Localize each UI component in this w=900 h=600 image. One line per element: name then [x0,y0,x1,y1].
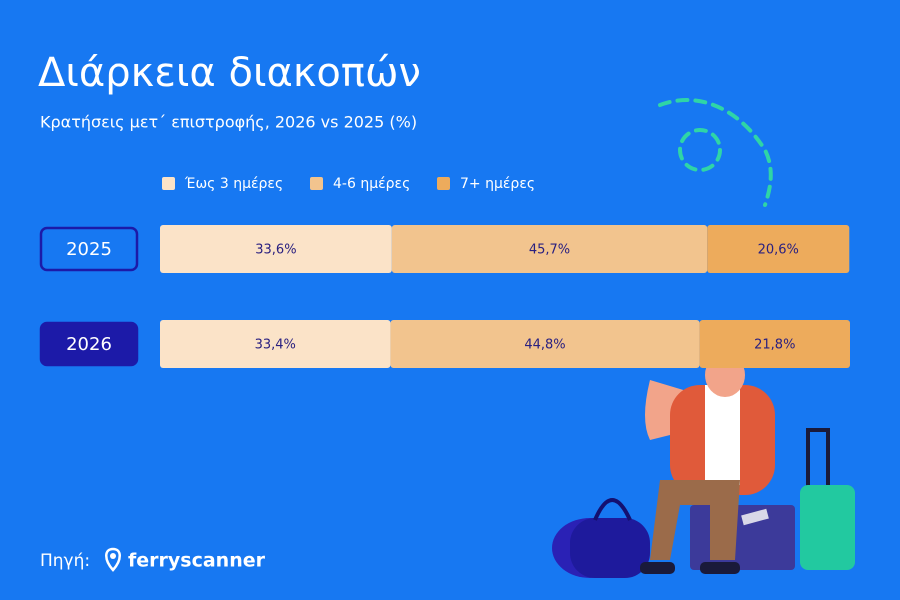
legend-swatch [437,177,450,190]
y-tick-label: 2025 [66,239,112,260]
decoration [658,98,773,207]
legend-label: 7+ ημέρες [460,176,535,192]
chart-title: Διάρκεια διακοπών [38,50,421,96]
legend-swatch [310,177,323,190]
legend-label: Έως 3 ημέρες [184,176,283,192]
category-box [39,321,139,367]
source-label: Πηγή: [40,551,90,571]
legend-label: 4-6 ημέρες [333,176,410,192]
data-label: 20,6% [758,243,799,258]
chart-subtitle: Κρατήσεις μετ΄ επιστροφής, 2026 vs 2025 … [40,113,417,132]
legend-swatch [162,177,175,190]
logo-icon [110,553,116,559]
source-name: ferryscanner [128,550,266,572]
data-label: 33,6% [255,243,296,258]
data-label: 44,8% [524,338,565,353]
bar-segment [160,320,391,368]
bar-segment [699,320,850,368]
y-tick-label: 2026 [66,334,112,355]
bar-segment [391,225,708,273]
source: Πηγή: ferryscanner [40,547,266,572]
data-label: 21,8% [754,338,795,353]
category-box [39,226,139,272]
bar-segment [160,225,392,273]
data-label: 45,7% [529,243,570,258]
bar-segment [390,320,700,368]
bar-segment [707,225,850,273]
logo-icon [105,547,121,572]
data-label: 33,4% [255,338,296,353]
